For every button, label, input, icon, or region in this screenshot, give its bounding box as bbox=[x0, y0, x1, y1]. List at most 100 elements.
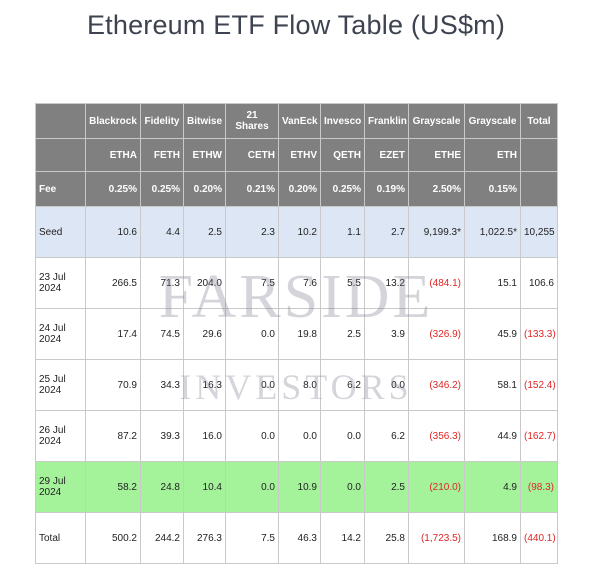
row-label-cell bbox=[35, 103, 86, 139]
table-cell: 7.5 bbox=[225, 512, 279, 564]
table-cell: Blackrock bbox=[85, 103, 141, 139]
header-row-fees: Fee 0.25% 0.25% 0.20% 0.21% 0.20% 0.25% 0.19% 2.… bbox=[35, 171, 558, 207]
table-cell: 7.5 bbox=[225, 257, 279, 309]
table-cell: ETHA bbox=[85, 138, 141, 172]
table-cell: EZET bbox=[364, 138, 409, 172]
row-label-cell bbox=[35, 138, 86, 172]
table-cell: 2.3 bbox=[225, 206, 279, 258]
table-cell: ETHW bbox=[183, 138, 226, 172]
row-label-cell: 24 Jul 2024 bbox=[35, 308, 86, 360]
row-label-cell: Total bbox=[35, 512, 86, 564]
table-cell: 2.5 bbox=[183, 206, 226, 258]
table-cell: 2.5 bbox=[320, 308, 365, 360]
table-cell: (162.7) bbox=[520, 410, 558, 462]
table-cell: 1.1 bbox=[320, 206, 365, 258]
row-label-cell: Seed bbox=[35, 206, 86, 258]
table-cell: 46.3 bbox=[278, 512, 321, 564]
table-cell: 2.5 bbox=[364, 461, 409, 513]
table-row: 24 Jul 2024 17.4 74.5 29.6 0.0 19.8 2.5 3.9 (326… bbox=[35, 308, 558, 360]
table-cell: 0.0 bbox=[225, 308, 279, 360]
table-cell: Bitwise bbox=[183, 103, 226, 139]
table-cell: 204.0 bbox=[183, 257, 226, 309]
table-cell: (210.0) bbox=[408, 461, 465, 513]
table-cell: 45.9 bbox=[464, 308, 521, 360]
table-cell bbox=[520, 171, 558, 207]
table-cell: VanEck bbox=[278, 103, 321, 139]
table-cell: 2.7 bbox=[364, 206, 409, 258]
table-cell: 16.0 bbox=[183, 410, 226, 462]
row-label-cell: Fee bbox=[35, 171, 86, 207]
table-cell: 10.6 bbox=[85, 206, 141, 258]
table-cell: FETH bbox=[140, 138, 184, 172]
table-cell: 24.8 bbox=[140, 461, 184, 513]
table-cell: Grayscale bbox=[464, 103, 521, 139]
page-title: Ethereum ETF Flow Table (US$m) bbox=[86, 10, 506, 40]
table-cell: 17.4 bbox=[85, 308, 141, 360]
table-cell: 0.0 bbox=[364, 359, 409, 411]
table-cell: (484.1) bbox=[408, 257, 465, 309]
table-cell: 0.0 bbox=[225, 359, 279, 411]
table-cell: 8.0 bbox=[278, 359, 321, 411]
table-cell: Grayscale bbox=[408, 103, 465, 139]
table-cell: 13.2 bbox=[364, 257, 409, 309]
table-cell: Franklin bbox=[364, 103, 409, 139]
table-cell: 168.9 bbox=[464, 512, 521, 564]
table-cell: 0.19% bbox=[364, 171, 409, 207]
table-cell: 87.2 bbox=[85, 410, 141, 462]
table-cell: 1,022.5* bbox=[464, 206, 521, 258]
table-cell: 0.0 bbox=[320, 410, 365, 462]
table-cell: 4.9 bbox=[464, 461, 521, 513]
table-cell: 244.2 bbox=[140, 512, 184, 564]
table-cell: CETH bbox=[225, 138, 279, 172]
table-cell: (133.3) bbox=[520, 308, 558, 360]
table-cell: 10,255 bbox=[520, 206, 558, 258]
row-label-cell: 23 Jul 2024 bbox=[35, 257, 86, 309]
row-label-cell: 25 Jul 2024 bbox=[35, 359, 86, 411]
row-label-cell: 26 Jul 2024 bbox=[35, 410, 86, 462]
table-cell: 9,199.3* bbox=[408, 206, 465, 258]
table-cell: 0.0 bbox=[278, 410, 321, 462]
table-cell: (326.9) bbox=[408, 308, 465, 360]
table-cell: 500.2 bbox=[85, 512, 141, 564]
table-cell: 0.20% bbox=[183, 171, 226, 207]
table-cell: 0.21% bbox=[225, 171, 279, 207]
table-cell: 7.6 bbox=[278, 257, 321, 309]
table-cell: 39.3 bbox=[140, 410, 184, 462]
table-cell: 14.2 bbox=[320, 512, 365, 564]
table-cell: ETHE bbox=[408, 138, 465, 172]
table-cell: 58.1 bbox=[464, 359, 521, 411]
table-cell: 0.25% bbox=[320, 171, 365, 207]
table-cell: 71.3 bbox=[140, 257, 184, 309]
table-cell: 0.15% bbox=[464, 171, 521, 207]
table-cell: 266.5 bbox=[85, 257, 141, 309]
table-cell: Invesco bbox=[320, 103, 365, 139]
table-cell: 6.2 bbox=[364, 410, 409, 462]
table-cell: 5.5 bbox=[320, 257, 365, 309]
header-row-issuers: Blackrock Fidelity Bitwise 21 Shares VanEck I… bbox=[35, 103, 558, 139]
table-row: 25 Jul 2024 70.9 34.3 16.3 0.0 8.0 6.2 0.0 (346.… bbox=[35, 359, 558, 411]
table-cell: QETH bbox=[320, 138, 365, 172]
table-cell: 29.6 bbox=[183, 308, 226, 360]
table-row: 29 Jul 2024 58.2 24.8 10.4 0.0 10.9 0.0 2.5 (210… bbox=[35, 461, 558, 513]
table-cell: (356.3) bbox=[408, 410, 465, 462]
table-cell: (1,723.5) bbox=[408, 512, 465, 564]
table-cell: 0.25% bbox=[85, 171, 141, 207]
table-cell: (152.4) bbox=[520, 359, 558, 411]
table-row-total: Total 500.2 244.2 276.3 7.5 46.3 14.2 25.8 (1,72… bbox=[35, 512, 558, 564]
table-cell: 276.3 bbox=[183, 512, 226, 564]
table-cell: 70.9 bbox=[85, 359, 141, 411]
table-cell: 25.8 bbox=[364, 512, 409, 564]
table-cell: 21 Shares bbox=[225, 103, 279, 139]
table-cell: 10.2 bbox=[278, 206, 321, 258]
table-cell: 10.9 bbox=[278, 461, 321, 513]
table-cell: 44.9 bbox=[464, 410, 521, 462]
table-cell: 6.2 bbox=[320, 359, 365, 411]
table-cell: Total bbox=[520, 103, 558, 139]
table-cell: ETH bbox=[464, 138, 521, 172]
table-cell: (346.2) bbox=[408, 359, 465, 411]
table-cell: 4.4 bbox=[140, 206, 184, 258]
table-cell: 0.25% bbox=[140, 171, 184, 207]
table-cell: 0.20% bbox=[278, 171, 321, 207]
table-cell: Fidelity bbox=[140, 103, 184, 139]
table-cell: 2.50% bbox=[408, 171, 465, 207]
